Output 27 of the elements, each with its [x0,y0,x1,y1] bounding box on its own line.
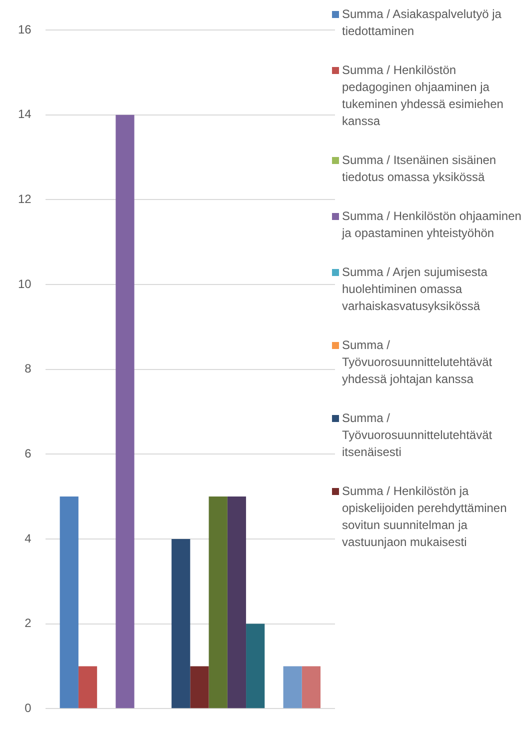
y-tick-label: 4 [24,531,32,546]
bar [227,496,246,708]
legend-label: Summa / Työvuorosuunnittelutehtävät itsenäisesti [342,410,494,461]
y-tick-label: 2 [24,616,32,630]
legend-label: Summa / Itsenäinen sisäinen tiedotus omassa yksikössä [342,152,498,186]
bar [60,496,78,708]
y-tick-label: 10 [18,276,32,291]
bar [190,666,209,708]
bar [78,666,98,708]
y-tick-label: 0 [24,700,32,715]
legend-label: Summa / Asiakaspalvelutyö ja tiedottaminen [342,6,502,40]
legend-label: Summa / Henkilöstön ja opiskelijoiden perehdyttäminen sovitun suunnitelman ja vastuunjaon mukaisesti [342,483,508,551]
y-tick-label: 6 [24,446,32,460]
bar [302,666,321,708]
bar [283,666,302,708]
y-tick-label: 8 [24,362,32,376]
y-tick-label: 16 [18,22,32,36]
bar [246,624,265,708]
legend-label: Summa / Henkilöstön ohjaaminen ja opastaminen yhteistyöhön [342,208,522,242]
legend-label: Summa / Työvuorosuunnittelutehtävät yhdessä johtajan kanssa [342,337,494,388]
bar [208,496,228,708]
legend-label: Summa / Henkilöstön pedagoginen ohjaaminen ja tukeminen yhdessä esimiehen kanssa [342,62,504,130]
bar [116,114,134,708]
legend-label: Summa / Arjen sujumisesta huolehtiminen omassa varhaiskasvatusyksikössä [342,264,488,315]
y-tick-label: 12 [18,192,32,206]
bar [172,538,190,708]
y-tick-label: 14 [18,107,32,122]
